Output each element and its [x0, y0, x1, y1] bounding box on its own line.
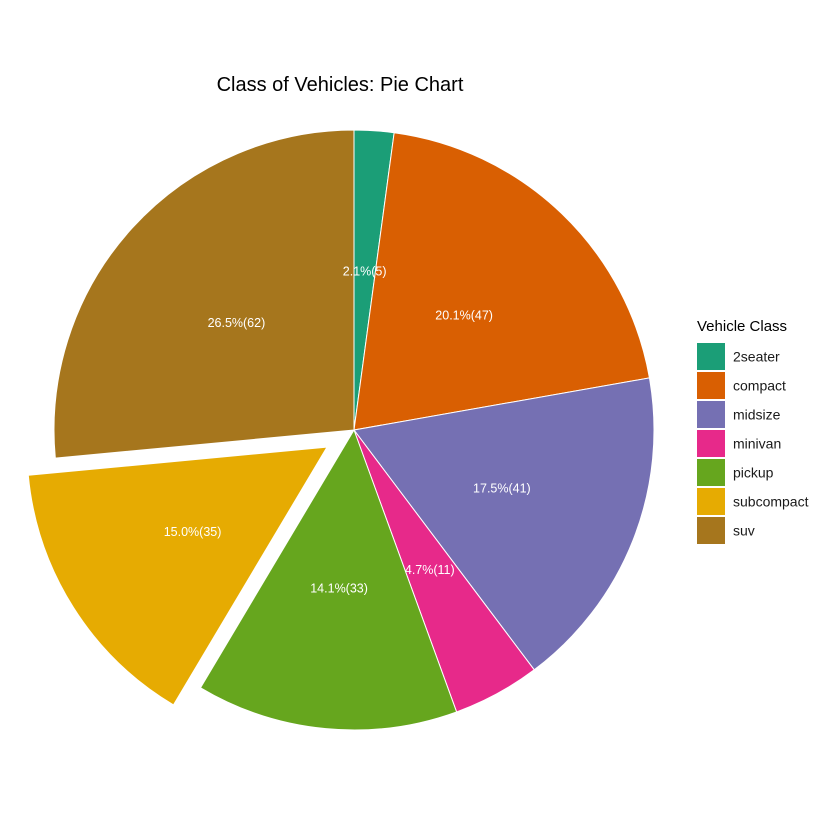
slice-label-midsize: 17.5%(41)	[473, 481, 531, 495]
legend-label-subcompact: subcompact	[733, 494, 809, 510]
pie-slice-suv	[53, 129, 355, 459]
legend-swatch-minivan	[697, 430, 725, 457]
pie-slice-subcompact	[27, 446, 328, 706]
legend-swatch-2seater	[697, 343, 725, 370]
pie-slice-compact	[353, 132, 651, 431]
slice-label-suv: 26.5%(62)	[208, 316, 266, 330]
slice-label-pickup: 14.1%(33)	[310, 581, 368, 595]
legend: Vehicle Class 2seater compact midsize miniv…	[697, 318, 809, 544]
chart-title: Class of Vehicles: Pie Chart	[217, 74, 464, 96]
legend-swatch-subcompact	[697, 488, 725, 515]
legend-label-compact: compact	[733, 378, 786, 394]
legend-swatch-compact	[697, 372, 725, 399]
legend-label-2seater: 2seater	[733, 349, 780, 365]
pie-slice-labels: 2.1%(5) 20.1%(47) 17.5%(41) 4.7%(11) 14.1%(3…	[164, 264, 531, 595]
slice-label-2seater: 2.1%(5)	[343, 264, 387, 278]
legend-label-pickup: pickup	[733, 465, 774, 481]
slice-label-compact: 20.1%(47)	[435, 308, 493, 322]
slice-label-minivan: 4.7%(11)	[405, 563, 455, 577]
slice-label-subcompact: 15.0%(35)	[164, 525, 222, 539]
pie-slice-midsize	[353, 377, 655, 671]
legend-label-midsize: midsize	[733, 407, 781, 423]
legend-title: Vehicle Class	[697, 318, 787, 335]
legend-swatch-midsize	[697, 401, 725, 428]
pie-slice-pickup	[199, 428, 458, 731]
legend-label-suv: suv	[733, 523, 755, 539]
legend-items: 2seater compact midsize minivan pickup subcom…	[697, 343, 809, 544]
pie-slices	[27, 129, 655, 731]
legend-swatch-suv	[697, 517, 725, 544]
legend-label-minivan: minivan	[733, 436, 781, 452]
legend-swatch-pickup	[697, 459, 725, 486]
